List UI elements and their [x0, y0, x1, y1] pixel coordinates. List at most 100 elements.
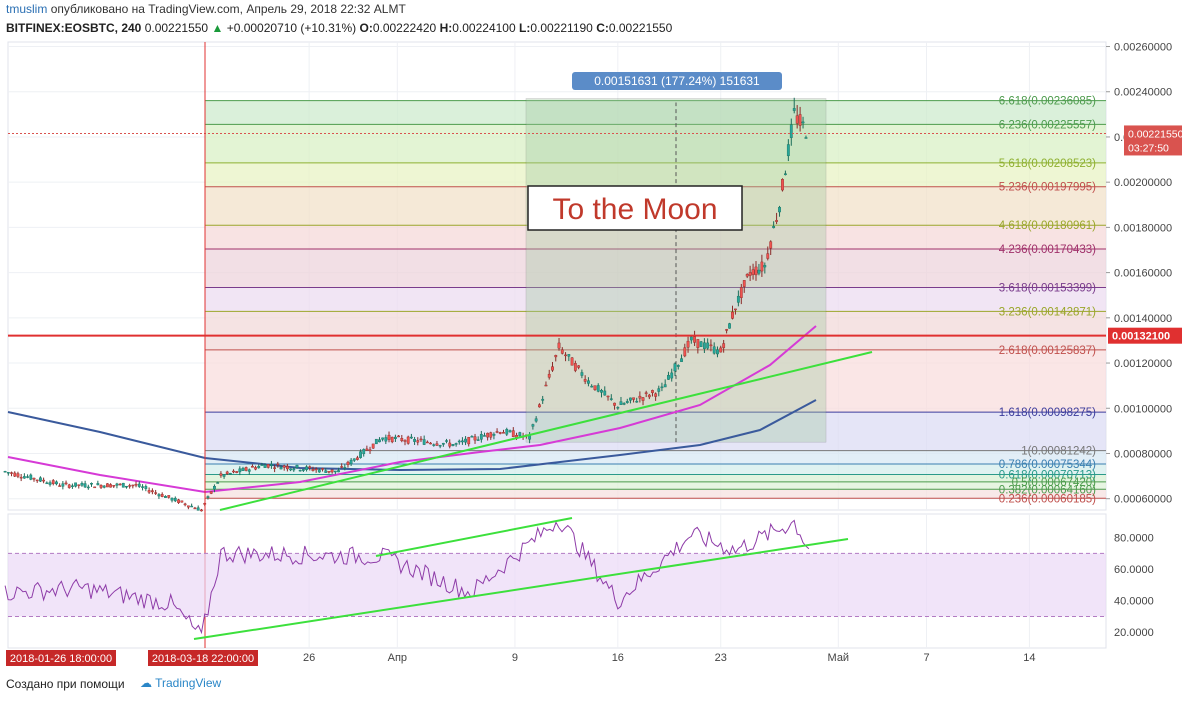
- tradingview-logo[interactable]: ☁ TradingView: [140, 676, 222, 690]
- chart-canvas[interactable]: 26 Апр 9 16 23 Май 7 14 0.00260000 0.00240000 0.00…: [0, 0, 1182, 672]
- candle-body: [792, 108, 796, 111]
- rsi-tick-label: 80.0000: [1114, 533, 1154, 545]
- high-value: 0.00224100: [452, 21, 516, 35]
- candle-body: [144, 486, 148, 489]
- author-link[interactable]: tmuslim: [6, 2, 48, 16]
- candle-body: [580, 372, 584, 376]
- candle-body: [349, 459, 353, 465]
- candle-body: [371, 443, 375, 449]
- candle-body: [657, 388, 661, 392]
- candle-body: [321, 468, 324, 470]
- candle-body: [683, 347, 687, 357]
- candle-body: [479, 434, 483, 440]
- candle-body: [374, 438, 378, 445]
- candle-body: [196, 507, 200, 511]
- symbol-label: BITFINEX:EOSBTC, 240: [6, 21, 142, 35]
- candle-body: [587, 380, 590, 384]
- price-tick-label: 0.00100000: [1114, 403, 1172, 415]
- fib-zone: [205, 225, 1106, 250]
- fib-zone: [205, 249, 1106, 288]
- candle-body: [544, 384, 548, 387]
- candle-body: [305, 466, 308, 470]
- open-value: 0.00222420: [372, 21, 437, 35]
- candle-body: [557, 342, 561, 349]
- candle-body: [190, 505, 194, 508]
- candle-body: [270, 464, 273, 466]
- candle-body: [222, 474, 226, 477]
- candle-body: [86, 486, 90, 489]
- footer: Создано при помощи ☁ TradingView: [0, 672, 1182, 703]
- measure-label-bg: [572, 72, 782, 90]
- fib-level-label: 0.382(0.00064160): [999, 484, 1096, 496]
- candle-body: [387, 434, 391, 440]
- candle-body: [406, 436, 410, 444]
- fib-level-label: 5.236(0.00197995): [999, 182, 1096, 194]
- candle-body: [352, 458, 356, 461]
- candle-body: [292, 468, 296, 471]
- price-tick-label: 0.00120000: [1114, 358, 1172, 370]
- candle-body: [282, 465, 286, 468]
- fib-level-label: 3.236(0.00142871): [999, 306, 1096, 318]
- candle-body: [19, 476, 23, 479]
- candle-body: [32, 477, 36, 480]
- candle-body: [511, 430, 515, 438]
- candle-body: [635, 401, 639, 403]
- candle-body: [314, 468, 318, 471]
- price-tick-label: 0.00160000: [1114, 268, 1172, 280]
- candle-body: [362, 449, 366, 455]
- candle-body: [71, 485, 74, 487]
- candle-body: [416, 440, 420, 443]
- candle-body: [109, 484, 112, 488]
- candle-body: [441, 442, 445, 445]
- candle-body: [13, 472, 17, 477]
- candle-body: [699, 341, 703, 347]
- candle-body: [564, 354, 567, 357]
- candle-body: [492, 433, 496, 436]
- candle-body: [712, 346, 716, 354]
- candle-body: [641, 397, 645, 401]
- candle-body: [689, 336, 693, 341]
- candle-body: [77, 484, 81, 486]
- candle-body: [644, 392, 648, 394]
- candle-body: [483, 435, 486, 437]
- candle-body: [346, 461, 350, 466]
- annotation-text: To the Moon: [552, 193, 717, 226]
- candle-body: [157, 494, 161, 497]
- candle-body: [619, 401, 623, 405]
- candle-body: [99, 484, 103, 488]
- candle-body: [289, 468, 292, 471]
- candle-body: [470, 436, 474, 438]
- candle-body: [105, 483, 109, 488]
- candle-body: [435, 443, 439, 446]
- candle-body: [419, 438, 423, 441]
- time-tag-bg: [148, 650, 258, 666]
- candle-body: [461, 440, 464, 443]
- time-tag-label: 2018-01-26 18:00:00: [10, 653, 112, 665]
- candle-body: [413, 439, 416, 442]
- time-tick-label: 14: [1023, 652, 1035, 664]
- candle-body: [464, 438, 467, 443]
- candle-body: [663, 384, 667, 388]
- candle-body: [596, 385, 600, 392]
- low-value: 0.00221190: [530, 21, 593, 35]
- candle-body: [219, 473, 223, 476]
- candle-body: [560, 349, 564, 354]
- candle-body: [751, 269, 755, 275]
- candle-body: [167, 495, 171, 498]
- candle-body: [651, 390, 654, 393]
- candle-body: [16, 473, 20, 477]
- candle-body: [600, 390, 603, 393]
- close-label: C:: [596, 21, 609, 35]
- rsi-trend-line: [375, 517, 573, 557]
- candle-body: [378, 439, 381, 443]
- fib-level-label: 2.618(0.00125837): [999, 345, 1096, 357]
- ma-slow-line: [7, 399, 817, 472]
- candle-body: [445, 440, 448, 442]
- candle-body: [409, 436, 413, 439]
- candle-body: [311, 469, 315, 471]
- candle-body: [102, 485, 106, 488]
- time-tag-label: 2018-03-18 22:00:00: [152, 653, 254, 665]
- candle-body: [83, 483, 87, 488]
- candle-body: [93, 486, 97, 489]
- candle-body: [244, 467, 248, 471]
